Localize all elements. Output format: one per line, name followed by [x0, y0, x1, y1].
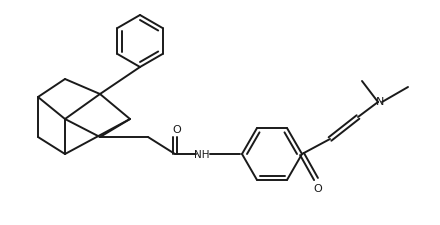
Text: N: N [376, 97, 384, 106]
Text: O: O [314, 183, 323, 193]
Text: O: O [172, 124, 181, 134]
Text: NH: NH [194, 149, 210, 159]
